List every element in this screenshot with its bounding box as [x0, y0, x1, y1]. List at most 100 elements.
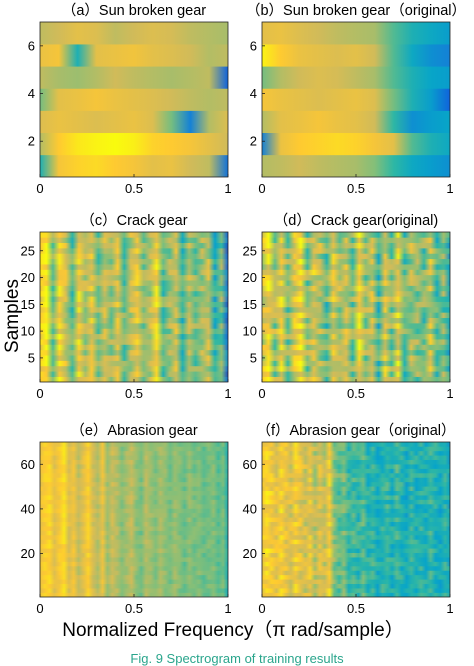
figure-ylabel: Samples	[2, 279, 23, 353]
panel-e: （e）Abrasion gear 0 0.5 1 20 40 60	[21, 422, 232, 616]
heatmap-row	[262, 481, 450, 487]
y-tick-label: 6	[250, 38, 257, 53]
heatmap-row	[262, 485, 450, 492]
x-tick-label: 0.5	[125, 181, 143, 196]
heatmap-row	[40, 454, 228, 461]
heatmap-row	[40, 237, 228, 244]
figure-xlabel: Normalized Frequency（π rad/sample）	[62, 619, 404, 641]
heatmap-row	[262, 552, 450, 558]
heatmap-row	[40, 295, 228, 302]
heatmap-row	[262, 468, 450, 474]
heatmap-row	[262, 365, 450, 372]
heatmap-row	[262, 583, 450, 589]
heatmap-row	[262, 360, 450, 367]
heatmap-row	[262, 132, 450, 156]
heatmap-row	[40, 242, 228, 249]
heatmap-row	[40, 485, 228, 492]
heatmap-row	[40, 574, 228, 580]
heatmap-rows	[262, 22, 450, 177]
heatmap-row	[40, 534, 228, 540]
heatmap-row	[262, 442, 450, 447]
heatmap-row	[40, 110, 228, 134]
y-tick-label: 4	[28, 86, 35, 101]
heatmap-row	[262, 446, 450, 452]
heatmap-row	[262, 547, 450, 554]
panel-title: （a）Sun broken gear	[62, 2, 206, 19]
heatmap-row	[262, 454, 450, 461]
x-tick-label: 1	[224, 601, 231, 616]
heatmap-row	[262, 232, 450, 238]
heatmap-row	[262, 279, 450, 286]
heatmap-row	[262, 322, 450, 329]
heatmap-row	[40, 530, 228, 536]
heatmap-row	[40, 338, 228, 345]
x-tick-label: 0.5	[347, 601, 365, 616]
heatmap-rows	[40, 22, 228, 177]
heatmap-row	[262, 274, 450, 281]
heatmap-row	[262, 242, 450, 249]
heatmap-row	[262, 333, 450, 340]
panel-a: （a）Sun broken gear 0 0.5 1 2 4 6	[28, 2, 232, 196]
x-tick-label: 0	[36, 386, 43, 401]
heatmap-row	[262, 110, 450, 134]
heatmap-row	[262, 285, 450, 292]
heatmap-row	[262, 258, 450, 265]
x-tick-label: 0	[258, 386, 265, 401]
heatmap-row	[40, 565, 228, 571]
heatmap-row	[40, 317, 228, 324]
heatmap-row	[40, 587, 228, 593]
heatmap-row	[262, 450, 450, 456]
heatmap-row	[262, 574, 450, 580]
panel-title: （b）Sun broken gear（original）	[246, 2, 466, 19]
heatmap-row	[40, 556, 228, 562]
heatmap-row	[40, 154, 228, 177]
heatmap-row	[40, 247, 228, 254]
heatmap-row	[262, 534, 450, 540]
heatmap-row	[40, 322, 228, 329]
heatmap-row	[40, 578, 228, 585]
heatmap-row	[262, 253, 450, 260]
panel-f: （f）Abrasion gear（original） 0 0.5 1 20 40 60	[243, 422, 456, 616]
y-tick-label: 20	[243, 270, 257, 285]
heatmap-row	[262, 525, 450, 531]
y-tick-label: 5	[28, 350, 35, 365]
heatmap-row	[262, 338, 450, 345]
heatmap-rows	[40, 232, 228, 382]
x-tick-label: 1	[224, 386, 231, 401]
heatmap-row	[40, 450, 228, 456]
x-tick-label: 1	[446, 386, 453, 401]
heatmap-row	[40, 285, 228, 292]
x-tick-label: 1	[446, 181, 453, 196]
heatmap-row	[40, 442, 228, 447]
heatmap-row	[40, 446, 228, 452]
heatmap-row	[40, 472, 228, 478]
heatmap-row	[262, 247, 450, 254]
heatmap-row	[262, 578, 450, 585]
heatmap-row	[40, 539, 228, 545]
heatmap-row	[40, 22, 228, 45]
heatmap-row	[262, 508, 450, 514]
heatmap-row	[40, 306, 228, 313]
heatmap-row	[262, 269, 450, 276]
x-tick-label: 1	[224, 181, 231, 196]
heatmap-row	[262, 263, 450, 270]
heatmap-row	[262, 344, 450, 351]
y-tick-label: 4	[250, 86, 257, 101]
heatmap-row	[40, 570, 228, 576]
x-tick-label: 0.5	[125, 386, 143, 401]
y-tick-label: 40	[21, 501, 35, 516]
heatmap-row	[262, 521, 450, 527]
heatmap-row	[40, 561, 228, 567]
heatmap-row	[262, 154, 450, 177]
x-tick-label: 0	[258, 601, 265, 616]
y-tick-label: 25	[243, 243, 257, 258]
y-tick-label: 5	[250, 350, 257, 365]
heatmap-row	[262, 472, 450, 478]
heatmap-row	[40, 333, 228, 340]
heatmap-row	[262, 317, 450, 324]
heatmap-row	[40, 43, 228, 67]
heatmap-row	[40, 547, 228, 554]
y-tick-label: 20	[21, 270, 35, 285]
